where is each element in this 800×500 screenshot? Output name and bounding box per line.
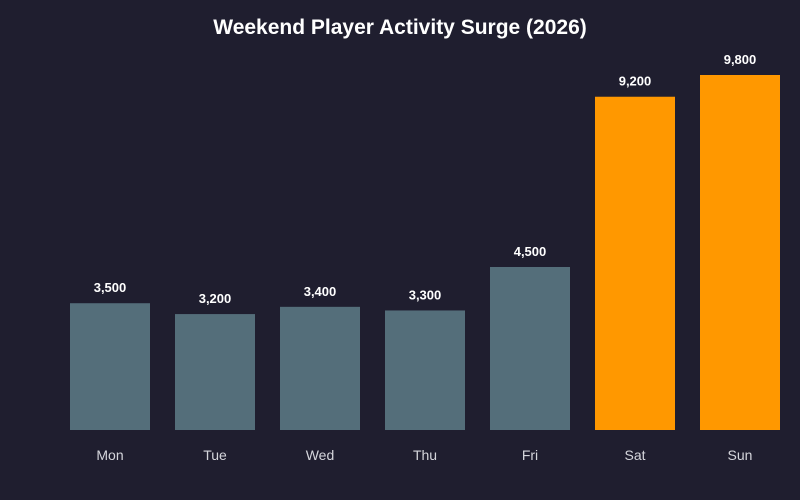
data-label-sun: 9,800 xyxy=(724,52,757,67)
bar-sat xyxy=(595,96,675,431)
data-label-sat: 9,200 xyxy=(619,74,652,89)
x-tick-label-fri: Fri xyxy=(522,447,538,463)
x-tick-label-mon: Mon xyxy=(96,447,123,463)
x-tick-label-sat: Sat xyxy=(624,447,645,463)
x-tick-label-sun: Sun xyxy=(728,447,753,463)
bar-mon xyxy=(70,303,150,430)
data-label-fri: 4,500 xyxy=(514,244,547,259)
x-tick-label-wed: Wed xyxy=(306,447,335,463)
x-tick-label-thu: Thu xyxy=(413,447,437,463)
bar-fri xyxy=(490,266,570,430)
bar-wed xyxy=(280,306,360,430)
data-label-mon: 3,500 xyxy=(94,280,127,295)
chart-title: Weekend Player Activity Surge (2026) xyxy=(213,16,587,39)
data-label-tue: 3,200 xyxy=(199,291,232,306)
bar-sun xyxy=(700,75,780,430)
bar-tue xyxy=(175,314,255,430)
data-label-thu: 3,300 xyxy=(409,287,442,302)
bar-thu xyxy=(385,310,465,430)
x-tick-label-tue: Tue xyxy=(203,447,227,463)
data-label-wed: 3,400 xyxy=(304,284,337,299)
